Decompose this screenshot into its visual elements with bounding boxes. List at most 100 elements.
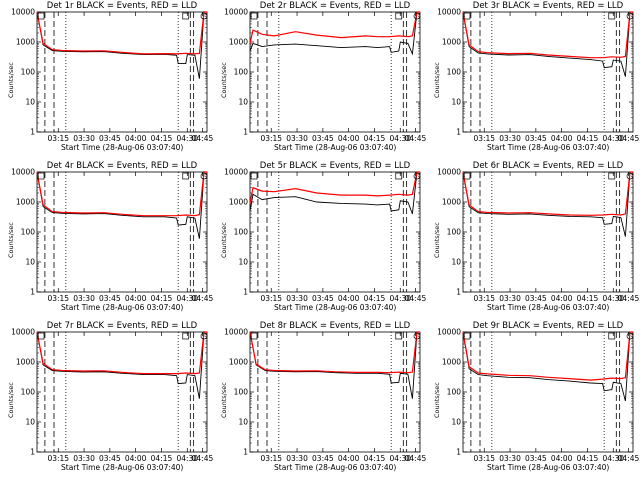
x-tick-label: 03:45 [312, 134, 334, 143]
y-tick-label: 10 [238, 258, 248, 267]
x-tick-label: 03:45 [99, 134, 121, 143]
y-tick-label: 10 [25, 98, 35, 107]
plot-area: 1 10 100 1000 10000 03:15 03:30 03:45 04:00 04:15… [437, 8, 639, 144]
series-events-line [36, 331, 207, 399]
detector-panel: Det 3r BLACK = Events, RED = LLD 1 10 100 10… [427, 0, 640, 160]
y-axis-label: Counts/sec [220, 62, 228, 98]
y-tick-label: 100 [21, 388, 36, 397]
y-axis-label: Counts/sec [433, 62, 441, 98]
x-tick-label: 03:45 [525, 294, 547, 303]
square-marker [37, 12, 45, 20]
plot-area: 1 10 100 1000 10000 03:15 03:30 03:45 04:00 04:15… [11, 168, 213, 304]
y-tick-label: 1 [30, 448, 35, 457]
x-tick-label: 03:15 [260, 294, 282, 303]
series-lld-line [249, 11, 420, 44]
x-tick-label: 04:45 [405, 134, 427, 143]
x-tick-label: 03:15 [473, 134, 495, 143]
y-tick-label: 1000 [16, 198, 35, 207]
series-lld-line [249, 171, 420, 204]
x-tick-label: 03:15 [47, 294, 69, 303]
y-tick-label: 1 [456, 448, 461, 457]
plot-frame [462, 11, 634, 133]
y-tick-label: 10000 [11, 328, 35, 337]
series-events-line [36, 171, 207, 239]
x-tick-label: 03:15 [260, 454, 282, 463]
square-marker [463, 332, 471, 340]
y-axis-label: Counts/sec [7, 62, 15, 98]
square-marker [182, 172, 190, 180]
y-tick-label: 100 [234, 228, 249, 237]
series-lld-line [462, 171, 633, 216]
circle-marker [413, 12, 421, 20]
y-tick-label: 1 [456, 288, 461, 297]
detector-panel: Det 9r BLACK = Events, RED = LLD 1 10 100 10… [427, 320, 640, 480]
x-tick-label: 03:15 [473, 294, 495, 303]
x-tick-label: 04:15 [577, 454, 599, 463]
x-tick-label: 04:00 [551, 294, 573, 303]
detector-panel: Det 8r BLACK = Events, RED = LLD 1 10 100 10… [214, 320, 427, 480]
x-tick-label: 04:45 [618, 454, 640, 463]
y-tick-label: 1000 [16, 38, 35, 47]
detector-panel: Det 5r BLACK = Events, RED = LLD 1 10 100 10… [214, 160, 427, 320]
x-tick-label: 04:45 [192, 134, 214, 143]
x-tick-label: 04:00 [125, 294, 147, 303]
y-axis-label: Counts/sec [220, 382, 228, 418]
y-tick-label: 10 [451, 418, 461, 427]
y-axis-label: Counts/sec [433, 382, 441, 418]
series-events-line [249, 171, 420, 215]
x-tick-label: 04:30 [389, 454, 411, 463]
detector-panel: Det 4r BLACK = Events, RED = LLD 1 10 100 10… [1, 160, 214, 320]
y-tick-label: 100 [234, 388, 249, 397]
y-tick-label: 10000 [437, 168, 461, 177]
x-tick-label: 04:00 [338, 294, 360, 303]
panel-title: Det 1r BLACK = Events, RED = LLD [46, 1, 198, 11]
plot-area: 1 10 100 1000 10000 03:15 03:30 03:45 04:00 04:15… [11, 8, 214, 144]
x-tick-label: 03:30 [286, 454, 308, 463]
x-tick-label: 04:30 [176, 134, 198, 143]
circle-marker [200, 12, 208, 20]
x-tick-label: 04:00 [125, 454, 147, 463]
y-tick-label: 10 [451, 258, 461, 267]
detector-panel: Det 1r BLACK = Events, RED = LLD 1 10 100 10… [1, 0, 214, 160]
x-tick-label: 04:15 [577, 294, 599, 303]
y-tick-label: 1000 [442, 198, 461, 207]
y-tick-label: 10 [451, 98, 461, 107]
square-marker [182, 12, 190, 20]
x-tick-label: 04:00 [338, 134, 360, 143]
y-tick-label: 1 [243, 448, 248, 457]
x-axis-label: Start Time (28-Aug-06 03:07:40) [274, 463, 397, 472]
x-tick-label: 03:15 [47, 454, 69, 463]
series-lld-line [36, 11, 207, 55]
plot-frame [36, 171, 208, 293]
x-axis-label: Start Time (28-Aug-06 03:07:40) [487, 303, 610, 312]
series-lld-line [249, 331, 420, 374]
square-marker [37, 332, 45, 340]
circle-marker [626, 332, 634, 340]
x-tick-label: 03:30 [286, 294, 308, 303]
square-marker [250, 172, 258, 180]
y-tick-label: 100 [447, 388, 462, 397]
x-tick-label: 04:30 [176, 294, 198, 303]
square-marker [37, 172, 45, 180]
square-marker [463, 12, 471, 20]
x-tick-label: 03:30 [73, 294, 95, 303]
square-marker [395, 332, 403, 340]
square-marker [395, 172, 403, 180]
panel-title: Det 7r BLACK = Events, RED = LLD [46, 321, 198, 331]
square-marker [182, 332, 190, 340]
series-lld-line [462, 11, 633, 59]
y-tick-label: 1 [30, 288, 35, 297]
plot-frame [462, 171, 634, 293]
plot-frame [249, 331, 421, 453]
y-tick-label: 10 [25, 418, 35, 427]
y-tick-label: 100 [447, 228, 462, 237]
x-tick-label: 04:45 [192, 454, 214, 463]
plot-area: 1 10 100 1000 10000 03:15 03:30 03:45 04:00 04:15… [437, 168, 639, 304]
circle-marker [413, 172, 421, 180]
square-marker [608, 332, 616, 340]
square-marker [395, 12, 403, 20]
y-tick-label: 10 [238, 418, 248, 427]
x-tick-label: 04:00 [338, 454, 360, 463]
circle-marker [200, 332, 208, 340]
